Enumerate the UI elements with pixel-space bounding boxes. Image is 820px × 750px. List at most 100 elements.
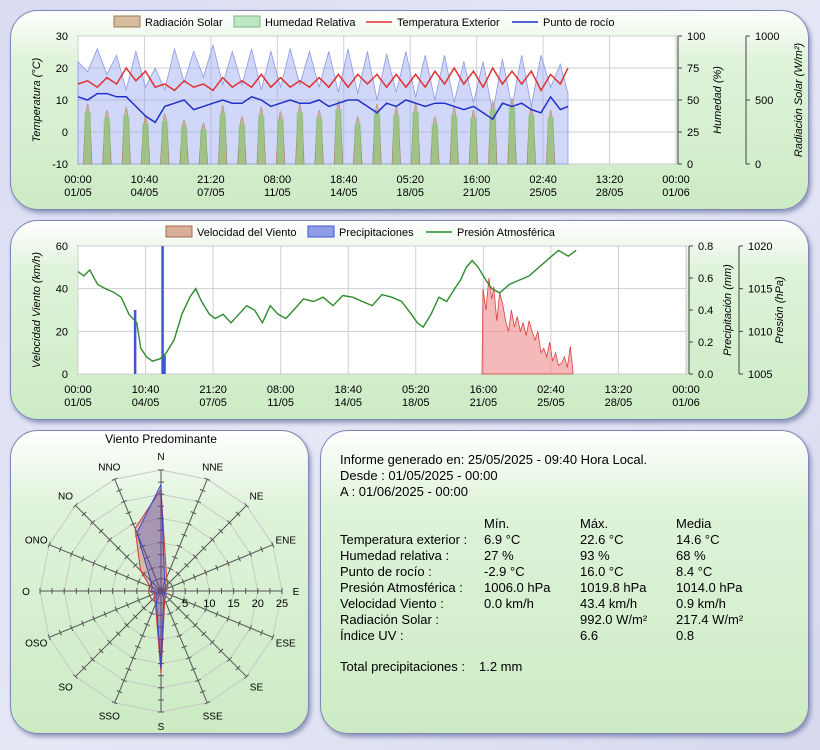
radial-tick-label: 20 xyxy=(252,598,264,610)
y3-tick-label: 1000 xyxy=(755,31,779,43)
radar-spoke-tick xyxy=(125,601,130,608)
report-total-label: Total precipitaciones : xyxy=(340,659,466,674)
x-tick-label: 21:20 xyxy=(197,174,225,186)
y3-tick-label: 0 xyxy=(755,159,761,171)
wind-chart-panel: 00:00 01/05 10:40 04/05 21:20 07/05 08:00 11/05… xyxy=(10,220,809,420)
direction-label: O xyxy=(22,587,30,598)
solar-radiation-base xyxy=(103,117,111,164)
report-generated: Informe generado en: 25/05/2025 - 09:40 … xyxy=(340,452,648,467)
radar-spoke-tick xyxy=(260,629,264,636)
direction-label: E xyxy=(293,587,300,598)
y-tick-label: 60 xyxy=(56,241,68,253)
radar-spoke-tick xyxy=(120,678,127,683)
radial-tick-label: 5 xyxy=(182,598,188,610)
radar-spoke-tick xyxy=(226,615,230,622)
x-tick-label: 04/05 xyxy=(131,187,159,199)
solar-radiation-base xyxy=(238,123,246,164)
y2-axis-label: Humedad (%) xyxy=(712,66,724,134)
report-cell-avg: 0.8 xyxy=(676,628,695,643)
legend-label: Radiación Solar xyxy=(145,17,223,29)
report-col-max: Máx. xyxy=(580,516,609,531)
x-tick-label: 11/05 xyxy=(267,397,294,409)
x-tick-label: 08:00 xyxy=(264,174,292,186)
y2-tick-label: 25 xyxy=(687,127,699,139)
y2-tick-label: 75 xyxy=(687,63,699,75)
radar-spoke-tick xyxy=(125,511,132,515)
report-cell-label: Índice UV : xyxy=(340,628,404,643)
report-cell-avg: 217.4 W/m² xyxy=(676,612,744,627)
direction-label: NE xyxy=(250,492,264,503)
report-cell-avg: 8.4 °C xyxy=(676,564,713,579)
x-tick-label: 18/05 xyxy=(396,187,424,199)
radar-spoke-tick xyxy=(271,541,275,548)
report-cell-avg: 68 % xyxy=(676,548,706,563)
radar-spoke-tick xyxy=(185,522,192,526)
radar-spoke-tick xyxy=(176,544,183,548)
x-tick-label: 00:00 xyxy=(64,384,92,396)
radar-spoke-tick xyxy=(130,522,137,526)
y-tick-label: 0 xyxy=(62,127,68,139)
radar-spoke-tick xyxy=(103,611,107,618)
radar-spoke-tick xyxy=(209,639,215,645)
radial-tick-label: 15 xyxy=(227,598,239,610)
dew-point-line xyxy=(77,92,569,124)
radar-spoke-tick xyxy=(81,620,85,627)
legend-swatch xyxy=(165,225,193,238)
radar-spoke-tick xyxy=(199,690,206,694)
x-tick-label: 00:00 xyxy=(64,174,92,186)
x-tick-label: 25/05 xyxy=(529,187,557,199)
radar-spoke-tick xyxy=(124,622,130,628)
radar-spoke-tick xyxy=(124,554,130,560)
y-tick-label: 20 xyxy=(56,63,68,75)
radar-spoke-tick xyxy=(192,574,197,581)
temperature-chart: 00:0001/0510:4004/0521:2007/0508:0011/05… xyxy=(31,15,805,199)
y2-axis-label: Precipitación (mm) xyxy=(722,264,734,356)
radar-spoke-tick xyxy=(148,567,155,571)
radar-spoke-tick xyxy=(204,569,208,576)
radar-spoke-tick xyxy=(192,554,198,560)
x-tick-label: 25/05 xyxy=(537,397,565,409)
report-cell-min: 0.0 km/h xyxy=(484,596,534,611)
radar-spoke-tick xyxy=(153,578,160,582)
y-tick-label: 10 xyxy=(56,95,68,107)
direction-label: ESE xyxy=(276,639,296,650)
x-tick-label: 14/05 xyxy=(330,187,358,199)
report-cell-min: 6.9 °C xyxy=(484,532,521,547)
radar-spoke-tick xyxy=(120,499,127,504)
radar-spoke-tick xyxy=(190,511,197,515)
radar-spoke-tick xyxy=(190,667,197,671)
radar-spoke-tick xyxy=(81,511,87,517)
y-axis-label: Velocidad Viento (km/h) xyxy=(31,252,43,369)
report-cell-max: 22.6 °C xyxy=(580,532,624,547)
solar-radiation-base xyxy=(277,119,285,164)
report-total-value: 1.2 mm xyxy=(479,659,523,674)
radar-spoke-tick xyxy=(204,606,208,613)
solar-radiation-base xyxy=(161,120,169,164)
radar-spoke-tick xyxy=(132,562,138,568)
radar-spoke-tick xyxy=(137,578,141,585)
radar-spoke-tick xyxy=(58,546,62,553)
solar-radiation-base xyxy=(508,106,516,164)
report-cell-avg: 14.6 °C xyxy=(676,532,720,547)
y3-tick-label: 1010 xyxy=(748,326,772,338)
radar-spoke-tick xyxy=(130,656,137,660)
radar-spoke-tick xyxy=(98,648,104,654)
radar-spoke-tick xyxy=(167,611,174,615)
report-cell-min: 27 % xyxy=(484,548,514,563)
solar-radiation-base xyxy=(257,115,265,164)
radar-spoke-tick xyxy=(141,605,147,611)
x-tick-label: 05:20 xyxy=(396,174,424,186)
report-from: Desde : 01/05/2025 - 00:00 xyxy=(340,468,498,483)
report-cell-max: 93 % xyxy=(580,548,610,563)
x-tick-label: 28/05 xyxy=(596,187,624,199)
report-cell-max: 6.6 xyxy=(580,628,599,643)
y3-tick-label: 1015 xyxy=(748,284,772,296)
direction-label: SO xyxy=(58,682,73,693)
radar-spoke-tick xyxy=(215,564,219,571)
x-tick-label: 28/05 xyxy=(605,397,633,409)
direction-label: NNO xyxy=(98,462,120,473)
radar-spoke-tick xyxy=(244,502,250,508)
pressure-line xyxy=(77,249,577,362)
report-cell-max: 43.4 km/h xyxy=(580,596,638,611)
radar-spoke-tick xyxy=(248,550,253,557)
